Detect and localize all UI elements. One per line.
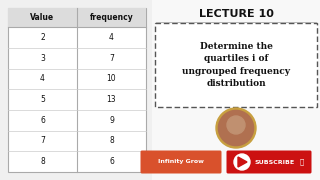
FancyBboxPatch shape <box>155 23 317 107</box>
Text: 7: 7 <box>109 54 114 63</box>
Text: 3: 3 <box>40 54 45 63</box>
Text: LECTURE 10: LECTURE 10 <box>199 9 273 19</box>
FancyBboxPatch shape <box>152 0 320 180</box>
Text: frequency: frequency <box>90 13 133 22</box>
Circle shape <box>216 108 256 148</box>
Text: 5: 5 <box>40 95 45 104</box>
Text: 8: 8 <box>40 157 45 166</box>
Text: 4: 4 <box>109 33 114 42</box>
Circle shape <box>219 110 253 146</box>
FancyBboxPatch shape <box>140 150 221 174</box>
Text: 6: 6 <box>40 116 45 125</box>
Text: 9: 9 <box>109 116 114 125</box>
Text: Value: Value <box>30 13 55 22</box>
FancyBboxPatch shape <box>8 8 146 27</box>
Polygon shape <box>238 157 247 167</box>
FancyBboxPatch shape <box>227 150 311 174</box>
Circle shape <box>234 154 250 170</box>
Text: Infinity Grow: Infinity Grow <box>158 159 204 165</box>
Text: 6: 6 <box>109 157 114 166</box>
Text: 7: 7 <box>40 136 45 145</box>
Circle shape <box>227 116 245 134</box>
Text: 10: 10 <box>107 75 116 84</box>
Text: 4: 4 <box>40 75 45 84</box>
FancyBboxPatch shape <box>8 8 146 172</box>
Text: 2: 2 <box>40 33 45 42</box>
Text: Determine the
quartiles i of
ungrouped frequency
distribution: Determine the quartiles i of ungrouped f… <box>182 42 290 88</box>
Text: 🔔: 🔔 <box>300 159 304 165</box>
Text: 8: 8 <box>109 136 114 145</box>
Text: SUBSCRIBE: SUBSCRIBE <box>255 159 295 165</box>
Text: 13: 13 <box>107 95 116 104</box>
